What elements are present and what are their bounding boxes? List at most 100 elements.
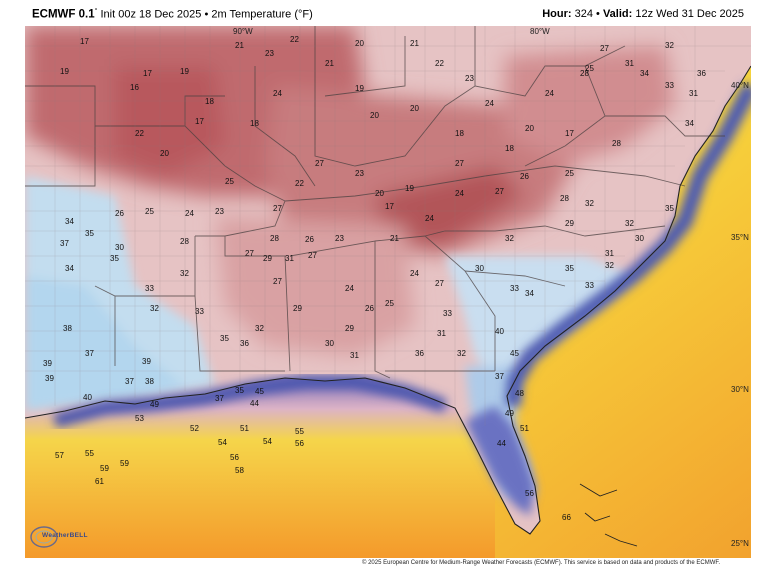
temperature-label: 33 xyxy=(665,81,674,90)
temperature-label: 33 xyxy=(585,281,594,290)
header-right: Hour: 324 • Valid: 12z Wed 31 Dec 2025 xyxy=(542,8,744,20)
temperature-label: 28 xyxy=(270,234,279,243)
footer-credit: © 2025 European Centre for Medium-Range … xyxy=(362,560,721,566)
map-header: ECMWF 0.1° Init 00z 18 Dec 2025 • 2m Tem… xyxy=(22,0,752,26)
lon-label-80w: 80°W xyxy=(530,27,550,36)
temperature-label: 25 xyxy=(565,169,574,178)
temperature-label: 39 xyxy=(45,374,54,383)
temperature-label: 27 xyxy=(308,251,317,260)
temperature-label: 34 xyxy=(640,69,649,78)
temperature-label: 30 xyxy=(325,339,334,348)
temperature-label: 27 xyxy=(315,159,324,168)
temperature-label: 28 xyxy=(612,139,621,148)
temperature-label: 30 xyxy=(635,234,644,243)
temperature-label: 26 xyxy=(305,235,314,244)
temperature-label: 32 xyxy=(605,261,614,270)
temperature-label: 57 xyxy=(55,451,64,460)
temperature-label: 29 xyxy=(565,219,574,228)
temperature-label: 37 xyxy=(125,377,134,386)
temperature-label: 23 xyxy=(335,234,344,243)
temperature-label: 28 xyxy=(560,194,569,203)
temperature-label: 18 xyxy=(205,97,214,106)
temperature-label: 19 xyxy=(355,84,364,93)
temperature-label: 31 xyxy=(689,89,698,98)
temperature-label: 16 xyxy=(130,83,139,92)
map-frame: ECMWF 0.1° Init 00z 18 Dec 2025 • 2m Tem… xyxy=(22,0,752,576)
temperature-label: 18 xyxy=(505,144,514,153)
temperature-label: 17 xyxy=(195,117,204,126)
temperature-label: 26 xyxy=(115,209,124,218)
temperature-label: 30 xyxy=(475,264,484,273)
degree-mark: ° xyxy=(94,8,98,15)
temperature-label: 32 xyxy=(585,199,594,208)
temperature-label: 21 xyxy=(390,234,399,243)
temperature-label: 25 xyxy=(585,64,594,73)
temperature-label: 27 xyxy=(435,279,444,288)
logo-swoosh-icon xyxy=(30,526,58,548)
temperature-label: 44 xyxy=(250,399,259,408)
temperature-label: 25 xyxy=(145,207,154,216)
temperature-label: 20 xyxy=(410,104,419,113)
temperature-label: 29 xyxy=(345,324,354,333)
temperature-label: 17 xyxy=(385,202,394,211)
temperature-label: 29 xyxy=(263,254,272,263)
temperature-label: 21 xyxy=(235,41,244,50)
temperature-label: 37 xyxy=(85,349,94,358)
temperature-label: 35 xyxy=(665,204,674,213)
temperature-label: 32 xyxy=(180,269,189,278)
temperature-label: 22 xyxy=(135,129,144,138)
hour-value: 324 xyxy=(574,8,593,20)
temperature-label: 27 xyxy=(495,187,504,196)
temperature-label: 31 xyxy=(625,59,634,68)
temperature-label: 22 xyxy=(290,35,299,44)
temperature-label: 40 xyxy=(83,393,92,402)
temperature-label: 27 xyxy=(600,44,609,53)
temperature-labels: 17 19 16 17 19 21 22 21 20 18 17 22 20 18 24 23 21 19 20 22… xyxy=(43,35,706,522)
temperature-label: 27 xyxy=(273,204,282,213)
temperature-label: 32 xyxy=(505,234,514,243)
temperature-label: 27 xyxy=(245,249,254,258)
temperature-label: 23 xyxy=(215,207,224,216)
separator: • xyxy=(204,8,209,21)
temperature-label: 56 xyxy=(230,453,239,462)
temperature-label: 26 xyxy=(365,304,374,313)
temperature-label: 36 xyxy=(697,69,706,78)
temperature-label: 56 xyxy=(525,489,534,498)
temperature-label: 20 xyxy=(355,39,364,48)
florida-cool-band xyxy=(465,406,535,516)
temperature-label: 24 xyxy=(485,99,494,108)
atlantic-coastal-band xyxy=(505,82,751,407)
temperature-label: 59 xyxy=(100,464,109,473)
temperature-label: 20 xyxy=(375,189,384,198)
temperature-label: 54 xyxy=(263,437,272,446)
temperature-label: 61 xyxy=(95,477,104,486)
bahamas-islands xyxy=(579,483,638,547)
temperature-label: 26 xyxy=(520,172,529,181)
temperature-label: 44 xyxy=(497,439,506,448)
temperature-label: 22 xyxy=(295,179,304,188)
temperature-label: 20 xyxy=(525,124,534,133)
temperature-label: 37 xyxy=(495,372,504,381)
init-time: Init 00z 18 Dec 2025 xyxy=(100,8,202,21)
temperature-label: 23 xyxy=(265,49,274,58)
county-lines xyxy=(25,26,751,426)
temperature-label: 17 xyxy=(565,129,574,138)
model-name: ECMWF 0.1 xyxy=(32,8,95,21)
gulf-coastal-band xyxy=(53,375,448,428)
temperature-label: 19 xyxy=(60,67,69,76)
temperature-label: 20 xyxy=(370,111,379,120)
temperature-label: 22 xyxy=(435,59,444,68)
cold-air-shading xyxy=(25,26,675,356)
temperature-label: 48 xyxy=(515,389,524,398)
temperature-label: 24 xyxy=(545,89,554,98)
temperature-label: 18 xyxy=(455,129,464,138)
temperature-label: 53 xyxy=(135,414,144,423)
temperature-label: 58 xyxy=(235,466,244,475)
temperature-label: 35 xyxy=(85,229,94,238)
temperature-label: 29 xyxy=(293,304,302,313)
temperature-label: 21 xyxy=(410,39,419,48)
temperature-label: 17 xyxy=(143,69,152,78)
temperature-label: 35 xyxy=(220,334,229,343)
temperature-label: 52 xyxy=(190,424,199,433)
temperature-label: 37 xyxy=(60,239,69,248)
